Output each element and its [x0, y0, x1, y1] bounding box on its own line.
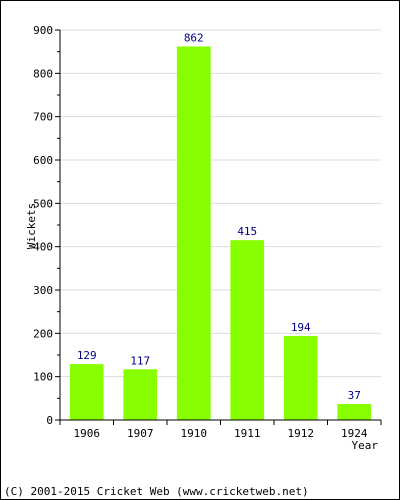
x-tick-label: 1907: [127, 427, 154, 440]
y-tick-label: 200: [33, 327, 53, 340]
y-tick-label: 900: [33, 24, 53, 37]
bar: [69, 364, 104, 420]
bars: [69, 46, 372, 420]
y-tick-label: 800: [33, 67, 53, 80]
data-label: 194: [291, 321, 311, 334]
copyright-footer: (C) 2001-2015 Cricket Web (www.cricketwe…: [4, 485, 309, 498]
data-label: 415: [237, 225, 257, 238]
bar: [337, 403, 372, 420]
bar: [283, 335, 318, 420]
x-tick-label: 1911: [234, 427, 261, 440]
bar: [176, 46, 211, 420]
bar: [230, 240, 265, 420]
y-tick-labels: 0 100 200 300 400 500 600 700 800 900: [33, 24, 53, 427]
y-tick-label: 700: [33, 111, 53, 124]
x-tick-label: 1924: [341, 427, 368, 440]
data-label: 117: [130, 354, 150, 367]
x-axis-title: Year: [352, 439, 379, 452]
data-label: 129: [77, 349, 97, 362]
data-label: 862: [184, 31, 204, 44]
data-labels: 129 117 862 415 194 37: [77, 31, 361, 402]
x-tick-label: 1906: [74, 427, 101, 440]
y-tick-label: 300: [33, 284, 53, 297]
y-tick-label: 100: [33, 371, 53, 384]
x-tick-label: 1912: [288, 427, 315, 440]
data-label: 37: [348, 389, 361, 402]
grid-lines: [60, 29, 381, 378]
axes: [55, 29, 382, 425]
y-axis-title: Wickets: [25, 203, 38, 249]
x-tick-labels: 1906 1907 1910 1911 1912 1924: [74, 427, 368, 440]
y-tick-label: 500: [33, 197, 53, 210]
y-tick-label: 400: [33, 241, 53, 254]
y-tick-label: 600: [33, 154, 53, 167]
bar: [123, 369, 158, 420]
x-tick-label: 1910: [181, 427, 208, 440]
y-tick-label: 0: [46, 414, 53, 427]
